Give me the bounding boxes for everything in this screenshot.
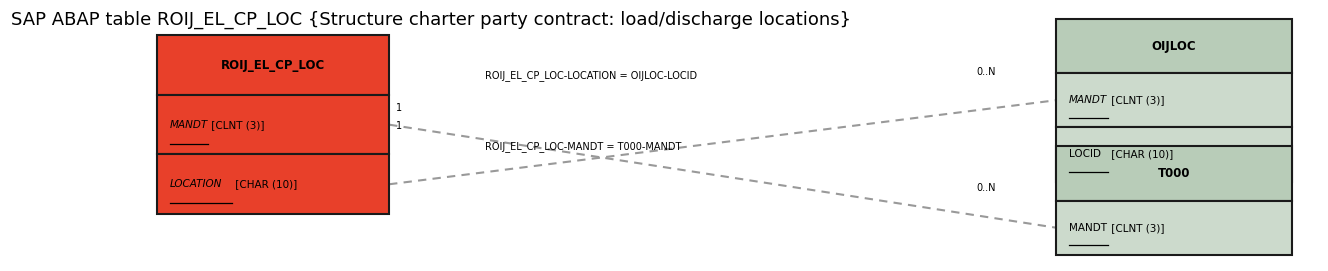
Text: MANDT: MANDT: [170, 120, 208, 130]
Text: LOCID: LOCID: [1069, 150, 1101, 159]
Text: MANDT: MANDT: [1069, 95, 1108, 105]
Text: 0..N: 0..N: [976, 183, 996, 193]
Text: ROIJ_EL_CP_LOC-LOCATION = OIJLOC-LOCID: ROIJ_EL_CP_LOC-LOCATION = OIJLOC-LOCID: [485, 70, 697, 81]
Text: [CLNT (3)]: [CLNT (3)]: [1108, 223, 1165, 233]
Text: ROIJ_EL_CP_LOC-MANDT = T000-MANDT: ROIJ_EL_CP_LOC-MANDT = T000-MANDT: [485, 141, 681, 152]
Bar: [1056, 127, 1292, 182]
Bar: [1056, 73, 1292, 127]
Bar: [157, 154, 389, 214]
Text: 1: 1: [396, 104, 402, 113]
Text: 0..N: 0..N: [976, 67, 996, 77]
Text: [CHAR (10)]: [CHAR (10)]: [231, 179, 297, 189]
Text: T000: T000: [1158, 167, 1190, 180]
Text: MANDT: MANDT: [1069, 223, 1108, 233]
Bar: [157, 35, 389, 95]
Bar: [1056, 19, 1292, 73]
Text: [CLNT (3)]: [CLNT (3)]: [208, 120, 266, 130]
Text: OIJLOC: OIJLOC: [1151, 40, 1197, 53]
Bar: [157, 95, 389, 154]
Text: [CHAR (10)]: [CHAR (10)]: [1108, 150, 1173, 159]
Bar: [1056, 146, 1292, 201]
Text: SAP ABAP table ROIJ_EL_CP_LOC {Structure charter party contract: load/discharge : SAP ABAP table ROIJ_EL_CP_LOC {Structure…: [11, 11, 851, 29]
Text: LOCATION: LOCATION: [170, 179, 222, 189]
Text: [CLNT (3)]: [CLNT (3)]: [1108, 95, 1165, 105]
Text: ROIJ_EL_CP_LOC: ROIJ_EL_CP_LOC: [220, 59, 325, 72]
Bar: [1056, 201, 1292, 255]
Text: 1: 1: [396, 121, 402, 131]
